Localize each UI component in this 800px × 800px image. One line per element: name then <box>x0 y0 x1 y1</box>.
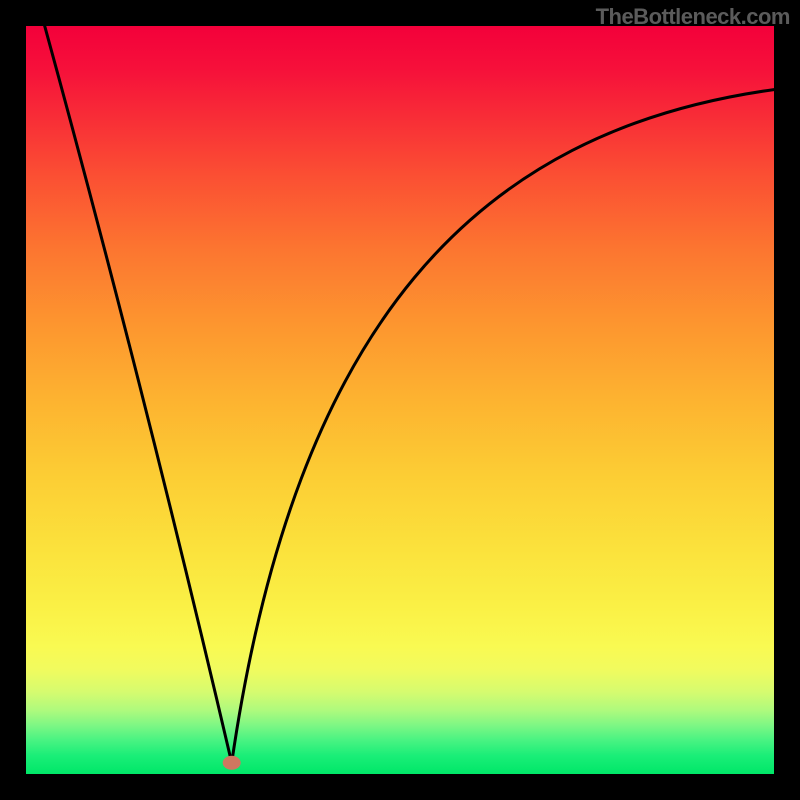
plot-area <box>26 26 774 774</box>
left-curve <box>45 26 232 763</box>
vertex-marker <box>223 756 241 770</box>
watermark-text: TheBottleneck.com <box>596 4 790 30</box>
right-curve <box>232 90 774 763</box>
chart-container: TheBottleneck.com <box>0 0 800 800</box>
curve-layer <box>26 26 774 774</box>
